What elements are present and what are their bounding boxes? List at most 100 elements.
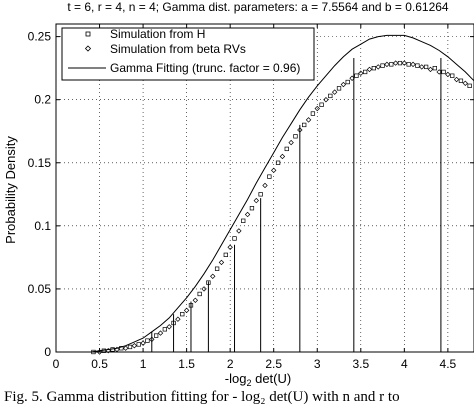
beta-sim-point [149, 336, 155, 343]
h-sim-point [197, 291, 202, 297]
beta-sim-point [192, 297, 199, 303]
h-sim-point [467, 83, 472, 88]
legend-box [61, 27, 315, 81]
y-tick-label: 0.1 [34, 219, 51, 233]
h-sim-point [214, 266, 220, 271]
h-sim-point [127, 344, 133, 350]
legend-label-gamma: Gamma Fitting (trunc. factor = 0.96) [110, 61, 300, 75]
beta-sim-point [262, 182, 268, 189]
x-tick-label: 2 [227, 357, 234, 371]
x-tick-label: 4.5 [440, 357, 457, 371]
x-tick-label: 3 [314, 357, 321, 371]
beta-sim-point [453, 76, 460, 83]
beta-sim-point [253, 197, 259, 204]
beta-sim-point [157, 330, 164, 336]
x-tick-label: 3.5 [352, 357, 369, 371]
h-sim-point [389, 62, 394, 67]
y-ticks: 0 0.05 0.1 0.15 0.2 0.25 [28, 30, 474, 359]
y-tick-label: 0 [44, 345, 51, 359]
beta-sim-point [436, 69, 442, 75]
h-sim-point [336, 86, 342, 91]
h-sim-point [136, 342, 141, 347]
x-ticks: 0 0.5 1 1.5 2 2.5 3 3.5 4 4.5 [53, 24, 457, 371]
beta-sim-point [288, 139, 294, 146]
x-tick-label: 2.5 [265, 357, 282, 371]
h-sim-point [406, 62, 411, 67]
beta-sim-point [314, 105, 320, 112]
beta-sim-point [166, 324, 172, 330]
y-tick-label: 0.15 [28, 156, 52, 170]
beta-sim-point [305, 117, 312, 123]
x-axis-label-subscript: 2 [246, 378, 251, 388]
gamma-fit-line [90, 34, 474, 353]
x-axis-label: -log2 det(U) [225, 371, 291, 388]
h-sim-point [275, 160, 281, 165]
beta-sim-point [445, 71, 451, 78]
plot-area [55, 23, 474, 353]
beta-sim-point [201, 286, 207, 292]
h-sim-point [258, 192, 263, 197]
grid [56, 24, 474, 352]
h-sim-point [415, 63, 420, 68]
figure-caption: Fig. 5. Gamma distribution fitting for -… [4, 389, 400, 405]
legend-label-beta: Simulation from beta RVs [110, 42, 246, 56]
h-sim-point [232, 236, 237, 241]
beta-sim-point [401, 60, 408, 66]
h-sim-point [302, 122, 307, 128]
h-sim-point [223, 252, 228, 258]
h-sim-point [450, 73, 455, 78]
h-sim-point [345, 79, 350, 85]
h-sim-point [206, 280, 211, 285]
h-sim-point [171, 320, 176, 326]
beta-sim-point [462, 80, 468, 86]
beta-sim-point [384, 61, 390, 68]
beta-sim-point [375, 64, 381, 70]
h-sim-point [162, 327, 168, 332]
h-sim-point [458, 78, 464, 83]
beta-sim-point [297, 127, 303, 133]
x-tick-label: 0.5 [91, 357, 108, 371]
beta-sim-point [419, 64, 425, 70]
h-sim-point [241, 218, 246, 223]
h-sim-point [188, 303, 194, 308]
beta-sim-point [175, 316, 181, 322]
beta-sim-point [323, 96, 329, 103]
x-axis-label-prefix: -log [225, 371, 247, 386]
x-tick-label: 4 [401, 357, 408, 371]
beta-sim-point [183, 307, 190, 314]
beta-sim-point [340, 81, 347, 88]
h-sim-point [397, 60, 403, 66]
beta-sim-point [227, 244, 233, 250]
beta-sim-point [410, 61, 416, 68]
beta-sim-point [331, 89, 338, 95]
h-sim-point [145, 338, 150, 343]
beta-sim-point [427, 66, 434, 73]
series-layer [90, 34, 474, 355]
h-sim-point [267, 174, 272, 179]
h-sim-point [328, 93, 333, 99]
beta-sim-point [279, 153, 286, 160]
h-sim-point [354, 73, 359, 78]
h-sim-point [432, 66, 437, 71]
h-sim-point [362, 69, 368, 75]
vertical-lines [151, 58, 442, 352]
h-sim-point [153, 333, 159, 338]
x-tick-label: 1.5 [178, 357, 195, 371]
legend-square-marker [85, 31, 91, 37]
h-sim-point [380, 63, 385, 68]
h-sim-point [284, 146, 289, 152]
chart-title: t = 6, r = 4, n = 4; Gamma dist. paramet… [67, 0, 449, 14]
beta-sim-point [131, 342, 138, 349]
h-sim-point [319, 102, 324, 107]
h-sim-point [310, 111, 316, 116]
legend-diamond-marker [84, 45, 92, 52]
h-sim-point [180, 312, 185, 317]
h-sim-point [293, 134, 298, 139]
y-tick-label: 0.2 [34, 93, 51, 107]
beta-sim-point [366, 66, 373, 73]
beta-sim-point [122, 345, 129, 351]
legend-label-h: Simulation from H [110, 27, 205, 41]
legend: Simulation from H Simulation from beta R… [61, 27, 315, 81]
beta-sim-point [218, 259, 225, 266]
